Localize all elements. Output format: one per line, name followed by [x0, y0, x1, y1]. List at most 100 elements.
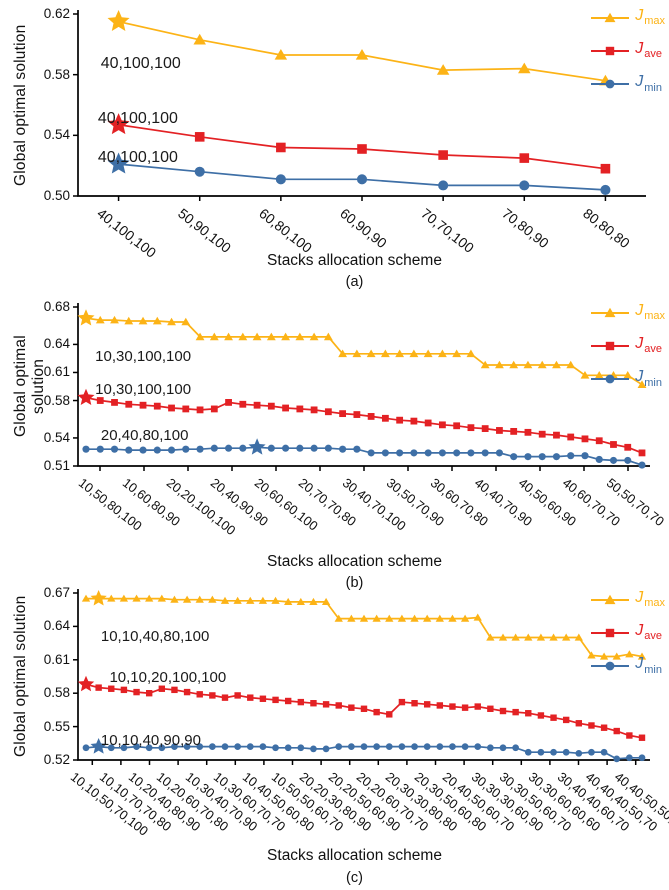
jave-square-marker: [575, 720, 583, 727]
jmin-circle-marker: [322, 745, 330, 753]
jmax-triangle-marker: [366, 349, 376, 358]
jmin-circle-marker: [167, 446, 176, 454]
jave-square-marker: [353, 411, 361, 418]
jmax-triangle-marker: [119, 594, 129, 602]
y-tick-label: 0.61: [43, 364, 70, 380]
jmin-circle-marker: [239, 444, 247, 452]
jmax-triangle-marker: [473, 613, 482, 621]
jmax-triangle-marker: [385, 614, 394, 622]
jmin-circle-marker: [182, 445, 190, 453]
jmax-triangle-marker: [252, 332, 262, 341]
jave-square-marker: [196, 406, 204, 414]
jmax-triangle-marker: [536, 633, 546, 641]
legend-marker: [606, 46, 615, 55]
jmax-triangle-marker: [224, 332, 233, 341]
jmin-circle-marker: [467, 449, 475, 457]
jmax-triangle-marker: [637, 652, 647, 660]
y-tick-label: 0.68: [43, 299, 70, 314]
jmin-circle-marker: [495, 449, 504, 457]
jmax-triangle-marker: [395, 349, 405, 358]
jmin-circle-marker: [449, 743, 456, 750]
jmax-triangle-marker: [523, 360, 533, 369]
legend-marker: [604, 12, 616, 22]
jmax-triangle-marker: [220, 596, 230, 604]
jmin-circle-marker: [82, 744, 90, 752]
jmax-triangle-marker: [258, 596, 268, 604]
jmax-star-marker: [77, 309, 95, 326]
jmax-star-marker: [107, 10, 130, 31]
y-tick-label: 0.67: [43, 585, 70, 600]
jave-square-marker: [411, 700, 418, 707]
jmax-legend-triangle-icon: [591, 307, 630, 317]
jmin-circle-marker: [297, 744, 305, 752]
jmin-circle-marker: [519, 180, 530, 191]
jave-legend-square-icon: [591, 46, 630, 55]
jmin-circle-marker: [209, 743, 216, 750]
jmin-circle-marker: [512, 744, 519, 752]
jmax-star-marker: [90, 590, 107, 606]
jmax-triangle-marker: [238, 332, 248, 341]
annotation-label: 10,10,40,80,100: [100, 628, 210, 646]
jmin-circle-marker: [282, 444, 290, 452]
jmin-circle-marker: [600, 184, 611, 195]
jmax-triangle-marker: [266, 332, 276, 341]
plot-area-a: [73, 10, 646, 201]
jave-square-marker: [410, 417, 418, 425]
jave-square-marker: [524, 428, 532, 436]
jmax-triangle-marker: [518, 62, 531, 74]
jmax-triangle-marker: [372, 614, 381, 622]
jmin-circle-marker: [353, 445, 361, 453]
jave-square-marker: [474, 703, 481, 710]
jmax-triangle-marker: [157, 594, 166, 602]
jmax-triangle-marker: [208, 595, 217, 603]
jave-square-marker: [276, 142, 286, 153]
jmax-triangle-marker: [423, 349, 433, 358]
y-tick-label: 0.50: [43, 188, 70, 203]
jmin-circle-marker: [381, 449, 389, 457]
jmin-circle-marker: [133, 743, 140, 750]
jave-legend-square-icon: [591, 628, 630, 637]
jmax-triangle-marker: [233, 596, 242, 604]
legend-label: Jave: [635, 622, 662, 643]
jave-square-marker: [396, 416, 404, 424]
jave-square-marker: [624, 443, 632, 451]
y-tick-label: 0.64: [43, 336, 70, 352]
jave-square-marker: [339, 410, 347, 418]
jave-square-marker: [296, 405, 304, 413]
jave-square-marker: [125, 400, 133, 408]
jmax-triangle-marker: [296, 597, 305, 606]
jmax-triangle-marker: [274, 48, 288, 60]
jave-square-marker: [297, 698, 305, 706]
jmin-circle-marker: [183, 743, 191, 750]
jmin-circle-marker: [575, 749, 583, 757]
jave-square-marker: [145, 690, 153, 697]
jave-square-marker: [196, 691, 203, 698]
panel-b: Global optimal solution 10,50,80,100 10,6…: [0, 295, 669, 591]
jave-square-marker: [133, 688, 140, 696]
jmax-triangle-marker: [95, 315, 105, 324]
jave-square-marker: [348, 704, 355, 711]
jave-square-marker: [282, 404, 289, 412]
legend-marker: [605, 374, 615, 384]
jave-square-marker: [481, 425, 489, 432]
jmin-circle-marker: [324, 444, 332, 452]
jave-line: [85, 396, 643, 454]
jmin-circle-marker: [624, 456, 632, 464]
legend: Jmax Jave Jmin: [589, 590, 665, 676]
jmax-triangle-marker: [152, 316, 162, 325]
jmin-circle-marker: [267, 444, 275, 452]
jave-square-marker: [398, 698, 406, 706]
jmax-triangle-marker: [511, 633, 520, 641]
jmax-triangle-marker: [549, 633, 558, 641]
y-tick-label: 0.54: [43, 127, 70, 143]
jmax-triangle-marker: [587, 651, 596, 659]
jmax-triangle-marker: [167, 317, 176, 326]
jave-square-marker: [120, 686, 128, 694]
jmin-circle-marker: [272, 744, 279, 752]
jmin-circle-marker: [423, 743, 431, 750]
annotation-label: 10,10,40,90,90: [100, 731, 201, 749]
jmax-triangle-marker: [347, 614, 356, 622]
jmax-triangle-marker: [309, 597, 318, 606]
jmin-circle-marker: [158, 744, 166, 752]
jmax-triangle-marker: [436, 64, 450, 75]
